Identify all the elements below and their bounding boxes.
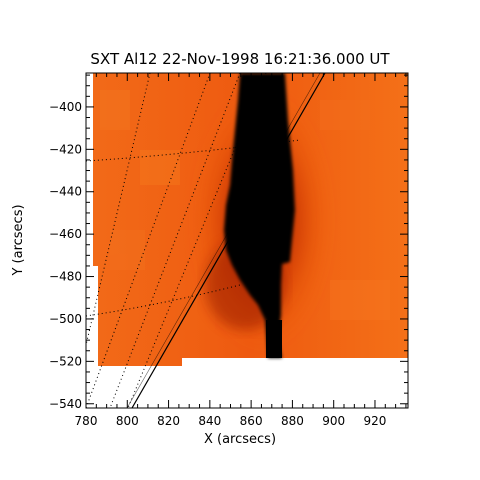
loop-core — [224, 73, 295, 358]
x-tick-label: 800 — [116, 414, 139, 428]
plot-frame — [85, 72, 409, 409]
y-tick-label: −400 — [49, 100, 82, 114]
axis-ticks: 780 800 820 840 860 880 900 920 −400 −420 −440 −460… — [49, 73, 408, 428]
image-title: SXT Al12 22-Nov-1998 16:21:36.000 UT — [90, 50, 390, 68]
pixel-texture — [100, 90, 390, 330]
x-axis-label: X (arcsecs) — [204, 432, 276, 447]
loop-footpoint — [266, 320, 282, 358]
x-tick-label: 880 — [281, 414, 304, 428]
y-tick-label: −520 — [49, 354, 82, 368]
x-tick-label: 780 — [75, 414, 98, 428]
x-tick-label: 920 — [364, 414, 387, 428]
x-tick-label: 900 — [322, 414, 345, 428]
y-tick-label: −500 — [49, 312, 82, 326]
solar-limb-inner — [126, 73, 321, 408]
y-axis-label: Y (arcsecs) — [11, 204, 26, 276]
y-tick-label: −420 — [49, 142, 82, 156]
solar-image — [86, 73, 408, 408]
heliographic-grid — [86, 73, 301, 408]
y-tick-label: −440 — [49, 185, 82, 199]
y-tick-label: −540 — [49, 397, 82, 411]
solar-limb — [131, 73, 326, 408]
x-tick-label: 820 — [157, 414, 180, 428]
x-tick-label: 860 — [240, 414, 263, 428]
x-tick-label: 840 — [198, 414, 221, 428]
y-tick-label: −460 — [49, 227, 82, 241]
y-tick-label: −480 — [49, 270, 82, 284]
